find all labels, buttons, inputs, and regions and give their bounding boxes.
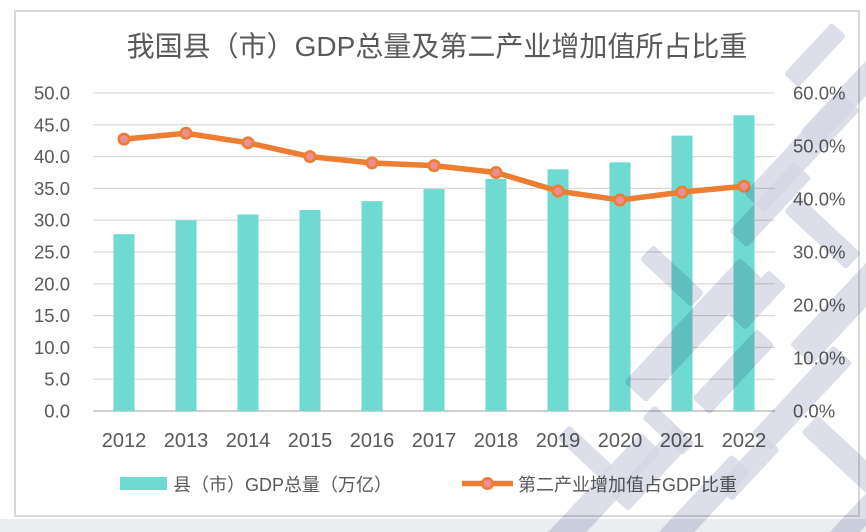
left-axis-tick: 25.0 [34, 242, 70, 263]
left-axis-tick: 40.0 [34, 146, 70, 167]
x-axis-label-2012: 2012 [102, 430, 147, 452]
legend-bar-swatch [120, 477, 167, 490]
line-marker-2012 [117, 132, 131, 146]
line-marker-2014 [241, 136, 255, 150]
x-axis-label-2014: 2014 [226, 430, 271, 452]
bar-2016 [361, 201, 383, 411]
line-marker-2018 [489, 166, 503, 180]
legend-bar-label: 县（市）GDP总量（万亿） [173, 475, 392, 495]
watermark [539, 23, 866, 532]
line-marker-2020 [613, 193, 627, 207]
bar-2019 [547, 169, 569, 411]
left-axis-tick: 35.0 [34, 178, 70, 199]
bar-2012 [113, 234, 135, 411]
bar-2015 [299, 210, 321, 411]
left-axis-tick: 10.0 [34, 337, 70, 358]
line-marker-2022 [737, 179, 751, 193]
line-marker-2016 [365, 156, 379, 170]
line-marker-2013 [179, 126, 193, 140]
left-axis-tick: 5.0 [44, 369, 70, 390]
bar-2020 [609, 162, 631, 411]
bottom-strip [0, 519, 866, 532]
left-axis-tick: 0.0 [44, 401, 70, 422]
x-axis-label-2015: 2015 [288, 430, 333, 452]
x-axis-label-2018: 2018 [474, 430, 519, 452]
bar-2014 [237, 214, 259, 411]
x-axis-label-2016: 2016 [350, 430, 395, 452]
bar-2017 [423, 189, 445, 411]
bar-2013 [175, 220, 197, 411]
x-axis-label-2017: 2017 [412, 430, 457, 452]
chart-title: 我国县（市）GDP总量及第二产业增加值所占比重 [127, 31, 748, 62]
line-marker-2017 [427, 159, 441, 173]
left-axis-tick: 50.0 [34, 83, 70, 104]
line-marker-2019 [551, 184, 565, 198]
left-axis-tick: 15.0 [34, 305, 70, 326]
line-marker-2021 [675, 185, 689, 199]
left-axis-tick: 45.0 [34, 114, 70, 135]
bar-2018 [485, 178, 507, 411]
x-axis-label-2013: 2013 [164, 430, 209, 452]
left-axis-tick: 20.0 [34, 273, 70, 294]
left-axis-tick: 30.0 [34, 210, 70, 231]
line-marker-2015 [303, 150, 317, 164]
legend-line-marker [480, 476, 494, 490]
